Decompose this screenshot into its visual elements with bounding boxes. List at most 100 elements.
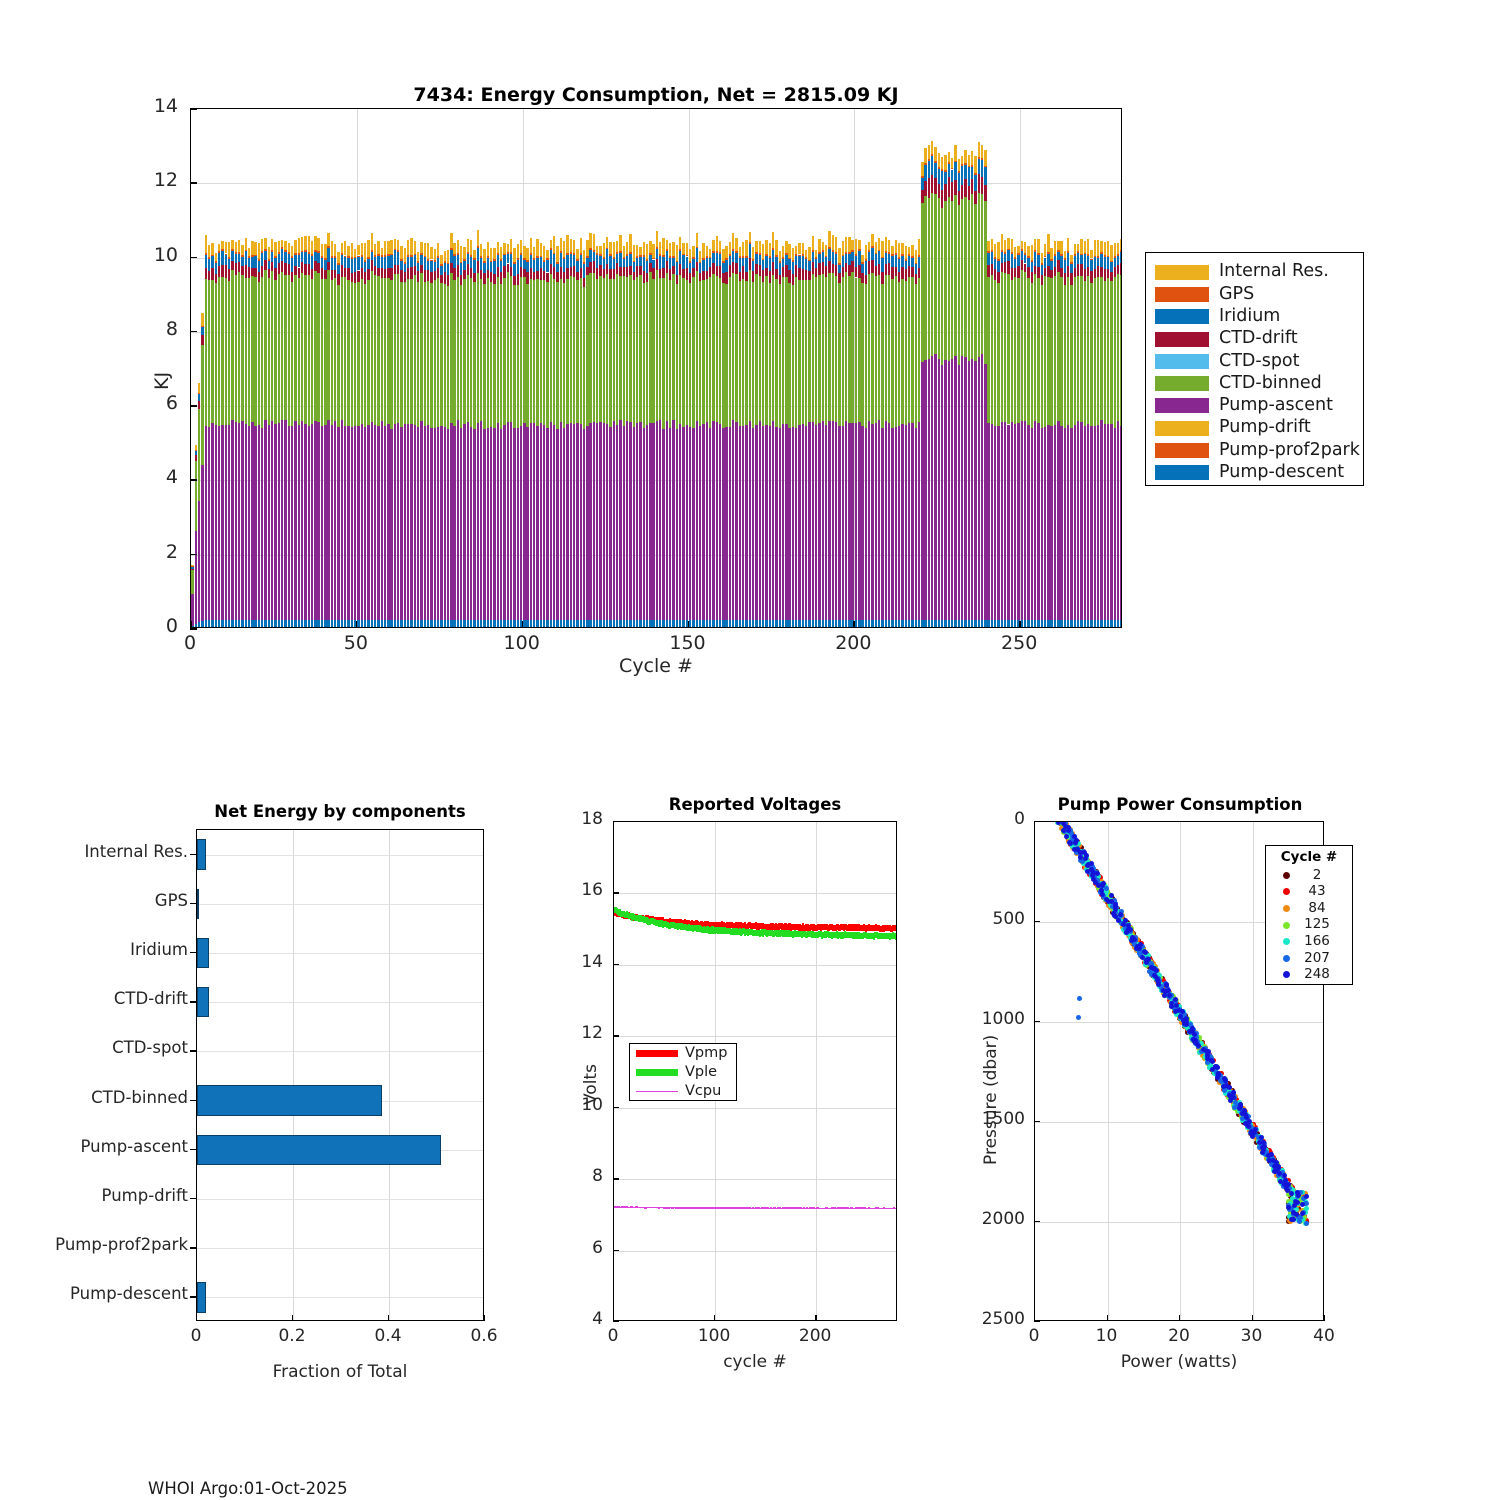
pump-data-point [1262, 1152, 1268, 1158]
pump-legend-label: 125 [1304, 916, 1330, 933]
pump-data-point [1251, 1130, 1257, 1136]
main-y-tick: 12 [153, 169, 178, 192]
pump-data-point [1226, 1084, 1232, 1090]
pump-data-point [1240, 1115, 1246, 1121]
pump-data-point [1103, 891, 1109, 897]
pump-data-point [1282, 1178, 1288, 1184]
pump-x-tick: 30 [1240, 1326, 1263, 1346]
net-x-tick: 0.2 [278, 1326, 306, 1346]
net-energy-bar [197, 937, 209, 969]
pump-data-point [1143, 960, 1149, 966]
volt-legend: Vpmp Vple Vcpu [629, 1043, 737, 1101]
pump-data-point [1180, 1018, 1186, 1024]
pump-data-point [1166, 988, 1172, 994]
pump-data-point [1241, 1108, 1247, 1114]
legend-label: GPS [1219, 283, 1255, 304]
volt-y-tick: 10 [581, 1094, 603, 1115]
pump-data-point [1195, 1043, 1201, 1048]
pump-legend-label: 207 [1304, 949, 1330, 966]
net-category-label: CTD-spot [112, 1038, 188, 1058]
pump-y-tick: 1000 [981, 1009, 1025, 1029]
net-x-tick: 0 [190, 1326, 202, 1346]
main-x-tick: 100 [503, 632, 540, 654]
pump-data-point [1113, 914, 1119, 920]
legend-label: Pump-prof2park [1219, 439, 1360, 460]
pump-legend-swatch [1283, 871, 1290, 879]
pump-data-point [1066, 824, 1072, 830]
pump-legend-item-43: 43 [1266, 884, 1352, 901]
pump-y-tick: 1500 [981, 1109, 1025, 1129]
pump-data-point [1173, 997, 1179, 1003]
pump-data-point [1244, 1123, 1250, 1129]
volt-y-tick: 4 [592, 1309, 603, 1329]
net-category-label: Pump-descent [70, 1284, 188, 1304]
pump-legend-item-84: 84 [1266, 900, 1352, 917]
pump-data-point [1204, 1049, 1210, 1055]
main-y-tick: 4 [165, 466, 178, 489]
net-category-label: Pump-ascent [80, 1136, 188, 1156]
pump-data-point [1304, 1194, 1310, 1200]
legend-item-pump-drift: Pump-drift [1146, 417, 1363, 439]
pump-data-point [1099, 892, 1105, 898]
pump-legend-swatch [1283, 954, 1290, 962]
pump-data-point [1113, 904, 1119, 910]
pump-data-point [1181, 1012, 1187, 1018]
net-x-tick: 0.6 [470, 1326, 498, 1346]
pump-data-point [1223, 1083, 1229, 1089]
pump-data-point [1088, 861, 1094, 867]
legend-swatch [1155, 376, 1209, 392]
pump-data-point [1113, 906, 1119, 912]
pump-data-point [1179, 1009, 1185, 1015]
pump-data-point [1265, 1152, 1271, 1158]
pump-y-tick: 2000 [981, 1209, 1025, 1229]
pump-data-point [1279, 1170, 1285, 1176]
pump-legend-label: 166 [1304, 932, 1330, 949]
volt-legend-label: Vpmp [685, 1045, 728, 1062]
pump-data-point [1286, 1205, 1292, 1211]
net-x-tick: 0.4 [374, 1326, 402, 1346]
pump-data-point [1122, 918, 1128, 924]
pump-data-point [1183, 1018, 1189, 1024]
legend-item-iridium: Iridium [1146, 306, 1363, 328]
pump-data-point [1259, 1149, 1265, 1155]
main-x-tick: 50 [343, 632, 368, 654]
pump-data-point [1168, 1003, 1174, 1009]
pump-data-point [1073, 840, 1079, 846]
pump-data-point [1103, 886, 1109, 891]
pump-legend-swatch [1283, 971, 1290, 979]
pump-data-point [1129, 937, 1135, 943]
legend-item-pump-prof2park: Pump-prof2park [1146, 439, 1363, 461]
pump-data-point [1203, 1046, 1209, 1052]
volt-x-tick: 100 [697, 1326, 731, 1346]
volt-legend-item-vpmp: Vpmp [630, 1044, 736, 1063]
pump-data-point [1063, 834, 1069, 840]
pump-data-point [1296, 1218, 1302, 1224]
legend-swatch [1155, 286, 1209, 302]
pump-data-point [1095, 883, 1101, 889]
pump-data-point [1214, 1065, 1220, 1071]
pump-data-point [1256, 1145, 1262, 1151]
pump-data-point [1277, 1171, 1283, 1177]
legend-swatch [1155, 398, 1209, 414]
pump-data-point [1199, 1041, 1205, 1047]
pump-data-point [1301, 1196, 1307, 1202]
pump-data-point [1280, 1184, 1286, 1190]
pump-legend-label: 43 [1308, 883, 1326, 900]
volt-legend-swatch [636, 1069, 678, 1076]
net-category-label: Pump-prof2park [55, 1235, 188, 1255]
pump-data-point [1173, 999, 1179, 1005]
volt-y-tick: 16 [581, 880, 603, 901]
volt-y-tick: 6 [592, 1237, 603, 1258]
pump-data-point [1256, 1140, 1262, 1146]
pump-data-point [1139, 944, 1145, 950]
pump-data-point [1169, 1000, 1175, 1006]
pump-data-point [1204, 1052, 1210, 1058]
pump-data-point [1121, 922, 1127, 928]
pump-data-point [1272, 1164, 1278, 1170]
legend-swatch [1155, 309, 1209, 325]
pump-data-point [1304, 1220, 1310, 1226]
pump-data-point [1222, 1077, 1228, 1083]
pump-data-point [1299, 1211, 1305, 1217]
legend-swatch [1155, 264, 1209, 280]
pump-data-point [1289, 1206, 1295, 1212]
